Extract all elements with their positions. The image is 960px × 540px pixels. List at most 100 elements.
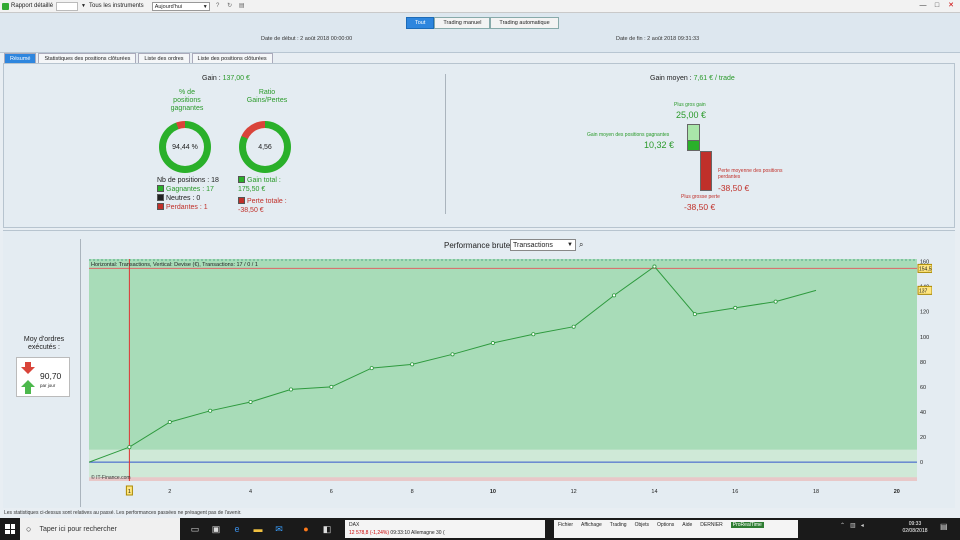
maximize-button[interactable]: □ xyxy=(934,2,940,9)
mode-manual-button[interactable]: Trading manuel xyxy=(434,17,491,29)
menu-fichier[interactable]: Fichier xyxy=(558,522,574,528)
black-square-icon xyxy=(157,194,164,201)
winning-count: Gagnantes : 17 xyxy=(157,185,219,194)
performance-select-value: Transactions xyxy=(513,242,553,249)
taskbar-search[interactable]: ○ Taper ici pour rechercher xyxy=(20,518,180,540)
tab-stats-positions[interactable]: Statistiques des positions clôturées xyxy=(38,53,137,63)
app-icon[interactable]: ◧ xyxy=(322,524,332,534)
gain-moyen-label: Gain moyen : xyxy=(650,75,694,82)
print-icon[interactable]: ▤ xyxy=(238,3,245,9)
moy-orders-label: Moy d'ordres exécutés : xyxy=(13,336,75,352)
data-point xyxy=(773,299,778,304)
y-tick-label: 80 xyxy=(920,360,926,366)
performance-select[interactable]: Transactions ▼ xyxy=(510,239,576,251)
clock[interactable]: 09:33 02/08/2018 xyxy=(895,521,935,535)
dax-ticker[interactable]: DAX 12 578,8 (-1,24%) 09:33:10 Allemagne… xyxy=(345,520,545,538)
plus-gros-gain-value: 25,00 € xyxy=(676,110,707,120)
perte-totale: Perte totale : xyxy=(238,197,287,206)
x-tick-label: 4 xyxy=(249,489,252,495)
notifications-icon[interactable]: ▤ xyxy=(940,522,948,531)
plus-grosse-perte-value: -38,50 € xyxy=(684,202,716,212)
green-square-icon xyxy=(238,176,245,183)
menu-trading[interactable]: Trading xyxy=(609,522,627,528)
perte-totale-value: -38,50 € xyxy=(238,207,264,214)
axis-marker-label: 137 xyxy=(919,288,928,294)
gain-moyen-value: 7,61 € / trade xyxy=(693,75,735,82)
system-tray: ⌃ ▥ ◂ xyxy=(840,522,864,529)
plus-grosse-perte-label: Plus grosse perte xyxy=(681,194,720,200)
x-tick-label: 18 xyxy=(813,489,819,495)
tab-resume[interactable]: Résumé xyxy=(4,53,37,63)
refresh-icon[interactable]: ↻ xyxy=(227,3,233,9)
pct-label-line: gagnantes xyxy=(170,105,204,112)
winning-count-text: Gagnantes : 17 xyxy=(166,186,214,193)
explorer-icon[interactable]: ▬ xyxy=(253,524,263,534)
instruments-selector[interactable]: Tous les instruments xyxy=(88,3,144,9)
gain-label: Gain : xyxy=(202,75,223,82)
mail-icon[interactable]: ✉ xyxy=(275,524,283,534)
ratio-label-line: Ratio xyxy=(258,89,276,96)
pct-winning-donut: 94,44 % xyxy=(159,121,211,173)
mode-auto-button[interactable]: Trading automatique xyxy=(490,17,559,29)
performance-chart[interactable]: Horizontal: Transactions, Vertical: Devi… xyxy=(88,259,933,497)
instrument-color-box[interactable] xyxy=(56,1,79,11)
chart-plot-area xyxy=(89,259,917,481)
chevron-down-icon: ▼ xyxy=(202,3,208,10)
minimize-button[interactable]: — xyxy=(919,2,927,9)
dax-time: 09:33:10 xyxy=(390,530,410,536)
mode-switch: Tout Trading manuel Trading automatique xyxy=(406,17,559,29)
network-icon[interactable]: ▥ xyxy=(850,523,856,529)
chart-low-band xyxy=(89,449,917,481)
x-tick-label: 12 xyxy=(571,489,577,495)
ratio-label-line: Gains/Pertes xyxy=(246,97,288,104)
report-tabs: Résumé Statistiques des positions clôtur… xyxy=(4,53,275,63)
x-tick-label: 10 xyxy=(490,489,496,495)
app-logo-icon xyxy=(2,2,9,10)
loss-bar xyxy=(700,151,712,191)
menu-objets[interactable]: Objets xyxy=(634,522,650,528)
start-button[interactable] xyxy=(0,518,20,540)
gain-total: Gain total : xyxy=(238,176,287,185)
store-icon[interactable]: ▣ xyxy=(211,524,221,534)
tab-orders[interactable]: Liste des ordres xyxy=(138,53,190,63)
y-tick-label: 100 xyxy=(920,335,929,341)
tab-positions-list[interactable]: Liste des positions clôturées xyxy=(191,53,273,63)
menu-aide[interactable]: Aide xyxy=(682,522,693,528)
volume-icon[interactable]: ◂ xyxy=(860,523,864,529)
moy-label-line: Moy d'ordres xyxy=(23,336,65,343)
menu-options[interactable]: Options xyxy=(657,522,675,528)
data-point xyxy=(329,384,334,389)
menu-affichage[interactable]: Affichage xyxy=(581,522,602,528)
data-point xyxy=(127,445,132,450)
data-point xyxy=(369,366,374,371)
dax-market: Allemagne 30 ( xyxy=(411,530,445,536)
performance-title: Performance brute xyxy=(444,241,511,250)
firefox-icon[interactable]: ● xyxy=(303,524,309,534)
mode-tout-button[interactable]: Tout xyxy=(406,17,435,29)
red-square-icon xyxy=(238,197,245,204)
chevron-down-icon[interactable]: ▼ xyxy=(81,3,86,9)
chevron-down-icon: ▼ xyxy=(567,242,573,248)
data-point xyxy=(450,352,455,357)
menu-dernier[interactable]: DERNIER xyxy=(700,522,723,528)
ratio-label: Ratio Gains/Pertes xyxy=(241,89,293,105)
x-tick-label: 1 xyxy=(128,489,131,495)
chart-legend: Horizontal: Transactions, Vertical: Devi… xyxy=(91,262,258,268)
task-view-icon[interactable]: ▭ xyxy=(190,524,200,534)
perte-moyenne-label: Perte moyenne des positions perdantes xyxy=(718,168,782,180)
chevron-up-icon[interactable]: ⌃ xyxy=(840,523,846,529)
window-controls: — □ ✕ xyxy=(916,0,958,12)
windows-logo-icon xyxy=(5,524,15,534)
y-tick-label: 120 xyxy=(920,310,929,316)
dax-name: DAX xyxy=(349,522,360,528)
period-select[interactable]: Aujourd'hui ▼ xyxy=(151,1,210,11)
header-area: Tout Trading manuel Trading automatique … xyxy=(0,13,960,53)
help-icon[interactable]: ? xyxy=(216,3,220,9)
close-button[interactable]: ✕ xyxy=(948,2,954,9)
zoom-icon[interactable]: ⌕ xyxy=(579,240,584,249)
data-point xyxy=(733,305,738,310)
gain-total-label: Gain total : xyxy=(247,177,281,184)
edge-icon[interactable]: e xyxy=(234,524,240,534)
data-point xyxy=(167,420,172,425)
prorealtime-badge[interactable]: ProRealTime xyxy=(730,522,764,528)
